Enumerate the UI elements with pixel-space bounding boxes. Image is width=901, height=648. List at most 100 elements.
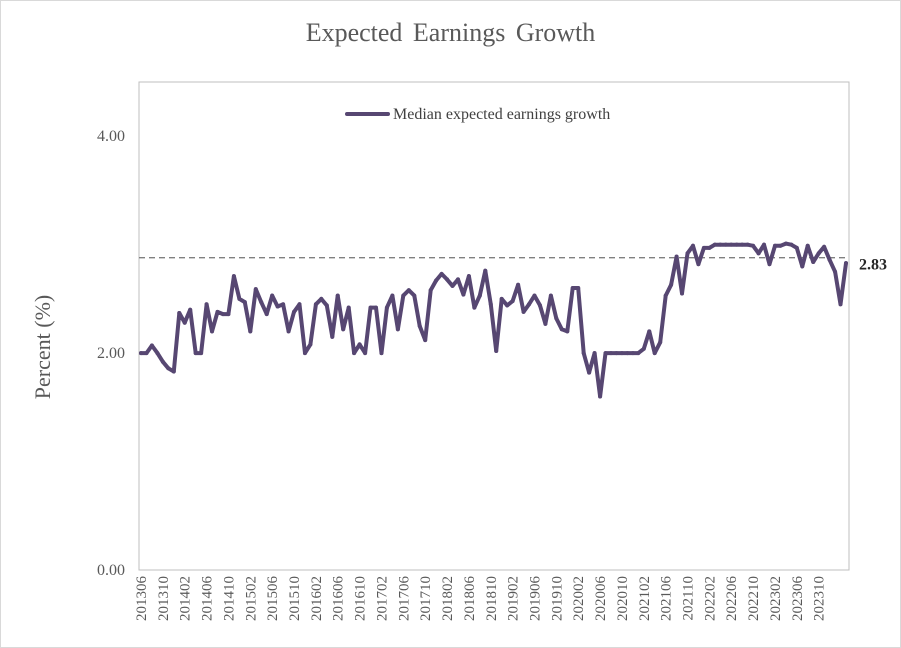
y-tick-label: 2.00: [97, 345, 125, 362]
data-point: [395, 327, 400, 332]
data-point: [499, 296, 504, 301]
x-tick-label: 202110: [681, 576, 697, 620]
data-point: [428, 288, 433, 293]
data-point: [215, 309, 220, 314]
data-point: [559, 327, 564, 332]
data-point: [609, 351, 613, 356]
data-point: [297, 302, 302, 307]
data-point: [461, 292, 466, 297]
legend: Median expected earnings growth: [345, 106, 610, 123]
data-point: [712, 242, 717, 247]
data-point: [685, 251, 690, 256]
data-point: [450, 283, 455, 288]
reference-value-label: 2.83: [859, 257, 887, 274]
data-point: [745, 242, 750, 247]
data-point: [543, 321, 548, 326]
data-point: [838, 302, 843, 307]
data-point: [570, 286, 575, 291]
x-tick-label: 202106: [659, 576, 675, 622]
data-point: [330, 334, 335, 339]
data-point: [532, 293, 537, 298]
data-point: [166, 366, 171, 371]
data-point: [729, 242, 734, 247]
data-point: [302, 351, 307, 356]
data-point: [614, 351, 619, 356]
data-point: [576, 286, 581, 291]
data-point: [800, 264, 805, 269]
data-point: [527, 302, 532, 307]
data-point: [374, 305, 378, 310]
data-point: [160, 359, 165, 364]
data-point: [707, 245, 712, 250]
x-tick-label: 202210: [746, 576, 762, 621]
x-tick-label: 202310: [812, 576, 828, 621]
x-tick-label: 201510: [287, 576, 303, 621]
x-tick-label: 202006: [593, 576, 609, 622]
data-point: [357, 342, 362, 347]
data-point: [554, 316, 559, 321]
data-point: [275, 304, 280, 309]
x-tick-label: 202002: [571, 576, 587, 621]
data-point: [220, 312, 225, 317]
data-point: [740, 242, 745, 247]
data-point: [308, 342, 313, 347]
data-point: [827, 257, 832, 262]
data-point: [696, 262, 701, 267]
data-point: [412, 293, 417, 298]
data-point: [242, 300, 247, 305]
data-points: [139, 241, 848, 399]
x-axis-ticks: 201306 201310 201402 201406 201410 201502 2015…: [134, 576, 828, 622]
data-point: [139, 351, 143, 356]
data-point: [335, 293, 340, 298]
data-point: [603, 351, 608, 356]
data-point: [455, 277, 460, 282]
data-point: [647, 329, 652, 334]
data-point: [811, 260, 816, 265]
data-point: [680, 291, 685, 296]
x-tick-label: 201710: [418, 576, 434, 621]
data-point: [516, 282, 521, 287]
x-tick-label: 201702: [374, 576, 390, 621]
x-tick-label: 201806: [462, 576, 478, 622]
data-point: [313, 302, 318, 307]
x-tick-label: 201406: [200, 576, 216, 622]
x-tick-label: 201310: [156, 576, 172, 621]
data-point: [270, 293, 275, 298]
x-tick-label: 201906: [527, 576, 543, 622]
data-point: [171, 369, 176, 374]
data-point: [434, 278, 439, 283]
data-point: [199, 351, 204, 356]
x-tick-label: 201902: [506, 576, 522, 621]
data-point: [751, 243, 756, 248]
data-point: [505, 303, 510, 308]
data-point: [319, 296, 324, 301]
data-point: [598, 394, 603, 399]
x-tick-label: 202302: [768, 576, 784, 621]
data-point: [248, 329, 253, 334]
legend-label: Median expected earnings growth: [393, 106, 610, 123]
data-point: [625, 351, 630, 356]
x-tick-label: 202206: [724, 576, 740, 622]
data-point: [155, 351, 160, 356]
data-point: [286, 329, 291, 334]
data-point: [231, 274, 236, 279]
data-point: [778, 243, 783, 248]
data-point: [177, 310, 182, 315]
data-point: [718, 242, 723, 247]
data-point: [756, 251, 761, 256]
data-point: [264, 312, 269, 317]
data-point: [510, 299, 515, 304]
data-point: [363, 351, 368, 356]
x-tick-label: 202202: [702, 576, 718, 621]
data-point: [352, 351, 357, 356]
x-tick-label: 201410: [221, 576, 237, 621]
y-tick-label: 4.00: [97, 128, 125, 145]
data-point: [641, 346, 646, 351]
data-point: [281, 302, 286, 307]
data-point: [630, 351, 635, 356]
data-point: [772, 243, 777, 248]
data-point: [253, 287, 258, 292]
data-point: [805, 243, 810, 248]
x-tick-label: 202306: [790, 576, 806, 622]
